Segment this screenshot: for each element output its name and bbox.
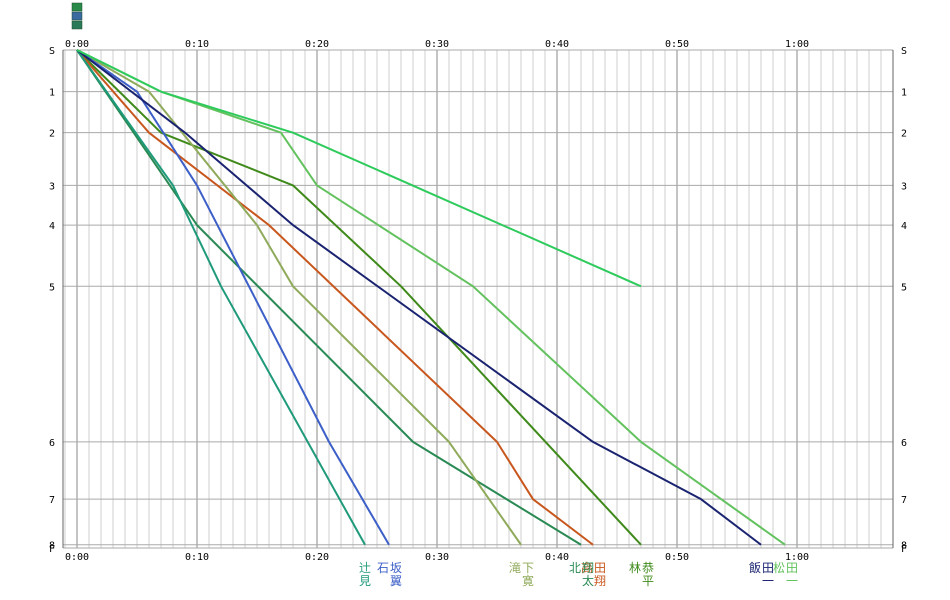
- x-tick-label-top: 0:50: [665, 39, 689, 50]
- station-label-right: 1: [901, 88, 907, 99]
- runner-name-char: 田: [762, 561, 774, 575]
- grid: [62, 49, 894, 549]
- series-line: [76, 49, 582, 546]
- station-label-left: 1: [49, 88, 55, 99]
- runner-name-char: 一: [786, 574, 798, 588]
- x-tick-label-top: 0:00: [65, 39, 89, 50]
- x-tick-label-bottom: 0:30: [425, 552, 449, 563]
- runner-name-char: 飯: [749, 560, 761, 575]
- runner-name: 北翔太北翔太: [569, 561, 594, 588]
- runner-name-char: 辻: [359, 561, 371, 575]
- runner-name: 滝下寛滝下寛: [509, 561, 534, 588]
- axis-labels: 0:00 0:00 0:10 0:10 0:20 0:20 0:30 0:30 0:40 0:40…: [49, 39, 907, 563]
- runner-name-char: 太: [582, 573, 594, 588]
- top-legend-marker: [71, 20, 83, 30]
- x-tick-label-bottom: 0:50: [665, 552, 689, 563]
- legend-runner-names: 松田一松田一 林恭平林恭平高田翔高田翔北翔太北翔太 滝下寛滝下寛 石坂翼石坂翼辻見辻見…: [359, 560, 798, 588]
- station-label-left: F: [49, 544, 55, 555]
- station-label-left: S: [49, 46, 55, 57]
- station-label-right: 6: [901, 438, 907, 449]
- x-tick-label-bottom: 0:00: [65, 552, 89, 563]
- runner-name: 高田翔高田翔: [581, 560, 606, 588]
- series-line: [76, 49, 786, 546]
- x-tick-label-bottom: 1:00: [785, 552, 809, 563]
- x-tick-label-bottom: 0:40: [545, 552, 569, 563]
- series-line: [76, 49, 642, 546]
- runner-name-char: 田: [594, 561, 606, 575]
- top-markers: [71, 2, 83, 30]
- runner-name-char: 林: [629, 561, 641, 575]
- station-label-right: 2: [901, 129, 907, 140]
- runner-name: 飯田一飯田一: [749, 560, 774, 588]
- station-label-right: F: [901, 544, 907, 555]
- station-label-left: 2: [49, 129, 55, 140]
- series-line: [76, 49, 642, 288]
- runner-name-char: 平: [642, 574, 654, 588]
- x-tick-label-bottom: 0:20: [305, 552, 329, 563]
- top-legend-marker: [71, 2, 83, 12]
- runner-name-char: 石: [377, 561, 389, 575]
- x-tick-label-top: 1:00: [785, 39, 809, 50]
- runner-name-char: 一: [762, 574, 774, 588]
- x-tick-label-top: 0:40: [545, 39, 569, 50]
- runner-name: 松田一松田一: [773, 561, 798, 588]
- station-label-right: S: [901, 46, 907, 57]
- station-label-right: 4: [901, 221, 907, 232]
- station-label-left: 5: [49, 282, 55, 293]
- runner-name-char: 高: [581, 560, 593, 575]
- runner-name-char: 翔: [582, 561, 594, 575]
- runner-name-char: 滝: [509, 561, 521, 575]
- station-label-right: 3: [901, 181, 907, 192]
- runner-name-char: 翼: [390, 574, 402, 588]
- series-line: [76, 49, 366, 546]
- station-label-left: 8: [49, 541, 55, 552]
- series-line: [76, 49, 762, 546]
- x-tick-label-bottom: 0:10: [185, 552, 209, 563]
- x-tick-label-top: 0:30: [425, 39, 449, 50]
- runner-name: 石坂翼石坂翼: [377, 561, 402, 588]
- top-legend-marker: [71, 11, 83, 21]
- station-label-right: 7: [901, 495, 907, 506]
- runner-name-char: 翔: [594, 574, 606, 588]
- x-tick-label-top: 0:20: [305, 39, 329, 50]
- series-line: [76, 49, 594, 546]
- station-label-left: 4: [49, 221, 55, 232]
- series-line: [76, 49, 390, 546]
- runner-name-char: 恭: [642, 561, 654, 575]
- runner-name-char: 松: [773, 561, 785, 575]
- station-label-left: 6: [49, 438, 55, 449]
- station-label-right: 8: [901, 541, 907, 552]
- runner-name-char: 坂: [390, 561, 402, 575]
- runner-name-char: 見: [359, 574, 371, 588]
- runner-name-char: 寛: [522, 573, 534, 588]
- runner-name-char: 田: [786, 561, 798, 575]
- station-label-left: 3: [49, 181, 55, 192]
- runner-name-char: 北: [569, 561, 581, 575]
- series-lines: [76, 49, 786, 546]
- runner-name: 林恭平林恭平: [629, 561, 654, 588]
- station-label-left: 7: [49, 495, 55, 506]
- runner-name: 辻見辻見: [359, 561, 371, 588]
- x-tick-label-top: 0:10: [185, 39, 209, 50]
- series-line: [76, 49, 522, 546]
- runner-name-char: 下: [522, 561, 534, 575]
- station-label-right: 5: [901, 282, 907, 293]
